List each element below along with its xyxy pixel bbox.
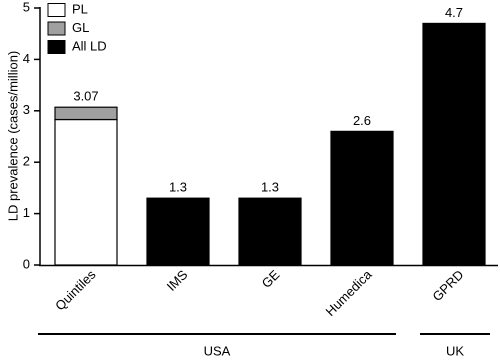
bar: [146, 197, 210, 266]
y-tick-label: 1: [23, 205, 30, 220]
x-tick-label: Humedica: [323, 266, 376, 319]
group-label: USA: [204, 343, 231, 358]
bar: [330, 130, 394, 266]
y-tick-label: 3: [23, 102, 30, 117]
legend-swatch: [47, 3, 66, 17]
legend-label: PL: [72, 1, 88, 16]
total-label: 4.7: [445, 5, 463, 20]
group-label: UK: [446, 343, 464, 358]
y-tick-label: 2: [23, 154, 30, 169]
x-tick-label: Quintiles: [52, 267, 99, 314]
legend-swatch: [47, 40, 66, 54]
bar: [54, 118, 118, 266]
y-tick-label: 4: [23, 51, 30, 66]
y-tick-label: 5: [23, 0, 30, 14]
y-axis-label: LD prevalence (cases/million): [5, 51, 20, 222]
bar: [238, 197, 302, 266]
total-label: 3.07: [73, 89, 98, 104]
legend-label: GL: [72, 20, 89, 35]
total-label: 2.6: [353, 113, 371, 128]
x-tick-label: GPRD: [429, 267, 466, 304]
total-label: 1.3: [261, 180, 279, 195]
bar: [54, 106, 118, 121]
x-tick-label: IMS: [164, 267, 191, 294]
bar: [422, 22, 486, 266]
y-tick-label: 0: [23, 256, 30, 271]
legend-label: All LD: [72, 38, 107, 53]
total-label: 1.3: [169, 180, 187, 195]
x-tick-label: GE: [259, 267, 283, 291]
legend-swatch: [47, 21, 66, 36]
